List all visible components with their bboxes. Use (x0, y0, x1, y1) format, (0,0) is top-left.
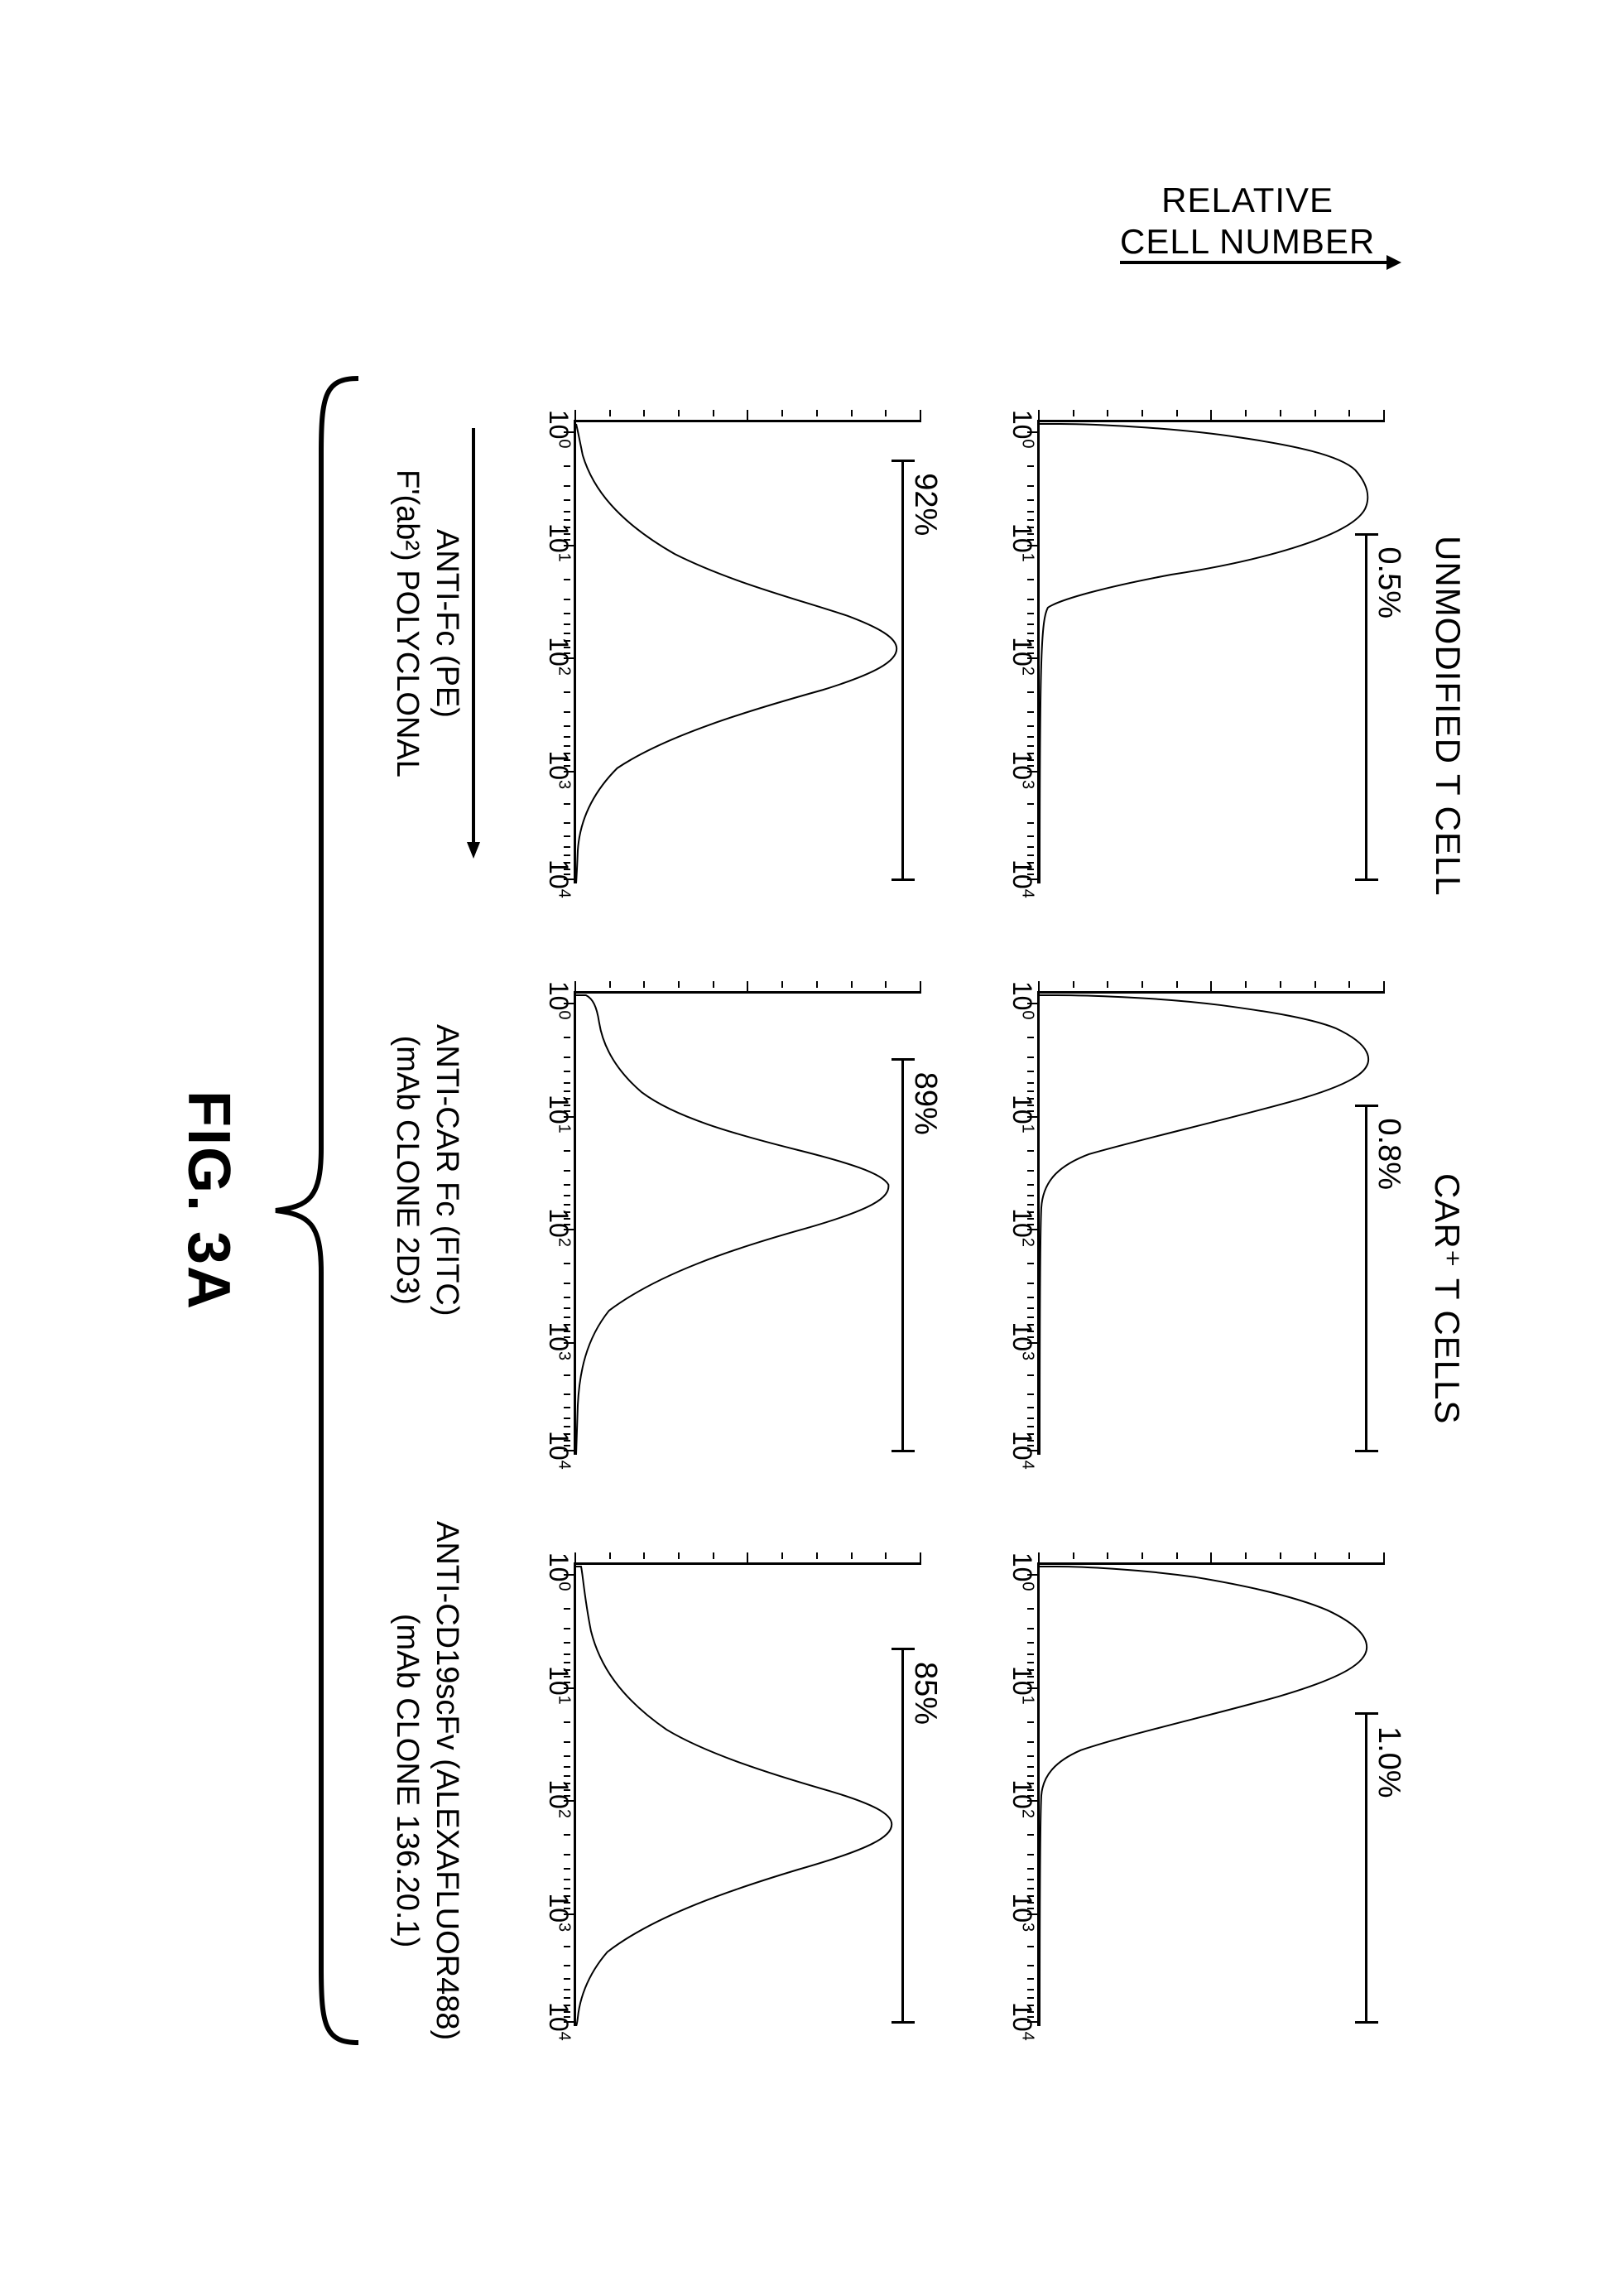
x-tick-label: 102 (543, 1208, 574, 1247)
plot-area: 1.0% (1037, 1562, 1385, 2026)
histogram-panel: 0.5%100 101 102 103 104 (971, 370, 1401, 900)
x-tick-label: 103 (1007, 750, 1037, 789)
x-tick-label: 101 (543, 1666, 574, 1705)
x-label-col3: ANTI-CD19scFv (ALEXAFLUOR488) (mAb CLONE… (387, 1521, 466, 2040)
x-tick-label: 104 (543, 859, 574, 898)
gate-cap (891, 2021, 914, 2024)
y-tick-marks (576, 410, 921, 422)
x-tick-label: 102 (1007, 1208, 1037, 1247)
histogram-panel: 0.8%100 101 102 103 104 (971, 941, 1401, 1471)
histogram-panel: 1.0%100 101 102 103 104 (971, 1513, 1401, 2043)
x-axis-arrow (463, 428, 484, 859)
gate-bar (901, 459, 904, 878)
gate-cap (891, 1057, 914, 1060)
gate-bar (901, 1648, 904, 2021)
histogram-curve (1040, 423, 1367, 883)
y-axis-label-line1: RELATIVE (1161, 181, 1334, 219)
gate-cap (1354, 878, 1377, 881)
histogram-panel: 85%100 101 102 103 104 (507, 1513, 938, 2043)
gate-cap (891, 459, 914, 461)
histogram-curve (1040, 994, 1368, 1454)
gate-cap (1354, 1450, 1377, 1452)
gate-label: 0.5% (1371, 546, 1406, 619)
y-tick-marks (1040, 981, 1385, 994)
figure-brace (267, 370, 367, 2051)
x-tick-label: 102 (543, 637, 574, 676)
gate-label: 92% (907, 473, 943, 536)
x-tick-labels: 100101102103104 (996, 1562, 1037, 2026)
y-axis-arrow (1120, 250, 1401, 275)
y-tick-marks (1040, 1552, 1385, 1565)
gate-bar (1365, 1712, 1367, 2021)
x-tick-label: 100 (543, 980, 574, 1019)
gate-cap (1354, 1104, 1377, 1106)
x-tick-label: 102 (543, 1779, 574, 1818)
x-tick-label: 101 (1007, 523, 1037, 562)
x-tick-label: 103 (543, 750, 574, 789)
figure-canvas: UNMODIFIED T CELL CAR⁺ T CELLS RELATIVE … (102, 155, 1509, 2142)
panel-grid: 0.5%1001011021031040.8%1001011021031041.… (507, 370, 1401, 2043)
x-tick-label: 103 (1007, 1893, 1037, 1932)
x-tick-label: 102 (1007, 637, 1037, 676)
x-tick-label: 101 (543, 1095, 574, 1134)
y-tick-marks (1040, 410, 1385, 422)
x-tick-label: 100 (543, 1552, 574, 1591)
x-tick-label: 104 (543, 1431, 574, 1470)
x-tick-label: 103 (543, 1893, 574, 1932)
x-tick-label: 104 (1007, 1431, 1037, 1470)
x-tick-label: 101 (1007, 1095, 1037, 1134)
histogram-curve (576, 1566, 892, 2025)
gate-cap (891, 1450, 914, 1452)
row-label-unmodified: UNMODIFIED T CELL (1428, 536, 1468, 897)
gate-cap (1354, 532, 1377, 535)
plot-area: 0.5% (1037, 420, 1385, 883)
x-tick-label: 100 (1007, 409, 1037, 448)
x-tick-label: 102 (1007, 1779, 1037, 1818)
x-tick-labels: 100101102103104 (996, 991, 1037, 1455)
x-tick-label: 101 (1007, 1666, 1037, 1705)
gate-bar (1365, 532, 1367, 878)
plot-area: 92% (574, 420, 921, 883)
x-tick-labels: 100101102103104 (532, 991, 574, 1455)
x-tick-label: 100 (543, 409, 574, 448)
x-tick-labels: 100101102103104 (532, 420, 574, 883)
gate-cap (891, 878, 914, 881)
gate-cap (1354, 2021, 1377, 2024)
plot-area: 89% (574, 991, 921, 1455)
histogram-panel: 92%100 101 102 103 104 (507, 370, 938, 900)
gate-label: 85% (907, 1661, 943, 1724)
histogram-panel: 89%100 101 102 103 104 (507, 941, 938, 1471)
figure-label: FIG. 3A (175, 1090, 243, 1311)
x-tick-label: 103 (1007, 1321, 1037, 1360)
x-tick-label: 100 (1007, 980, 1037, 1019)
gate-cap (891, 1648, 914, 1650)
y-tick-marks (576, 1552, 921, 1565)
x-tick-labels: 100101102103104 (532, 1562, 574, 2026)
gate-label: 89% (907, 1071, 943, 1134)
x-label-col2: ANTI-CAR Fc (FITC) (mAb CLONE 2D3) (387, 1024, 466, 1316)
x-tick-labels: 100101102103104 (996, 420, 1037, 883)
x-tick-label: 104 (543, 2002, 574, 2041)
gate-bar (1365, 1104, 1367, 1450)
histogram-curve (576, 994, 888, 1454)
x-tick-label: 103 (543, 1321, 574, 1360)
gate-cap (1354, 1712, 1377, 1715)
x-tick-label: 104 (1007, 2002, 1037, 2041)
histogram-curve (1040, 1566, 1367, 2025)
histogram-curve (576, 423, 896, 883)
x-label-col1: ANTI-Fc (PE) F'(ab²) POLYCLONAL (387, 469, 466, 777)
x-tick-label: 101 (543, 523, 574, 562)
x-tick-label: 104 (1007, 859, 1037, 898)
gate-label: 1.0% (1371, 1726, 1406, 1798)
gate-bar (901, 1057, 904, 1449)
gate-label: 0.8% (1371, 1118, 1406, 1190)
plot-area: 0.8% (1037, 991, 1385, 1455)
row-label-car: CAR⁺ T CELLS (1427, 1173, 1468, 1424)
plot-area: 85% (574, 1562, 921, 2026)
y-tick-marks (576, 981, 921, 994)
x-tick-label: 100 (1007, 1552, 1037, 1591)
